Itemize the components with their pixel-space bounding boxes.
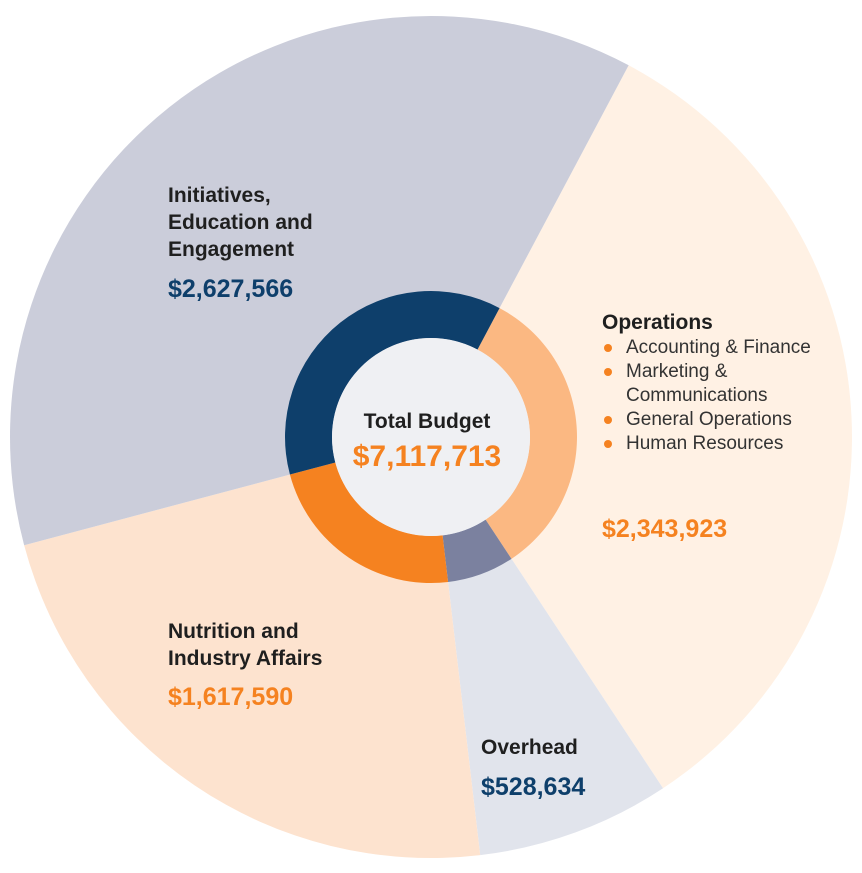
initiatives-name-line-2: Education and	[168, 211, 313, 234]
nutrition-name-line-2: Industry Affairs	[168, 647, 323, 670]
nutrition-name-line-1: Nutrition and	[168, 620, 299, 643]
ring-segment-overhead	[442, 519, 512, 582]
operations-sub-items: Accounting & Finance Marketing & Communi…	[602, 336, 842, 456]
operations-sub-item: Human Resources	[602, 432, 842, 456]
operations-name: Operations	[602, 311, 713, 334]
operations-sub-item: Marketing & Communications	[602, 360, 842, 408]
bullet-icon	[604, 440, 612, 448]
ring-segment-ops	[477, 308, 577, 559]
center-hub	[332, 338, 530, 536]
operations-sub-item: Accounting & Finance	[602, 336, 842, 360]
slice-ops	[431, 65, 852, 789]
outer-slices	[10, 15, 852, 858]
total-budget-value: $7,117,713	[352, 440, 502, 473]
slice-initiatives	[10, 15, 629, 546]
operations-label: Operations	[602, 309, 713, 336]
operations-sub-item-text: Marketing & Communications	[626, 361, 768, 406]
bullet-icon	[604, 344, 612, 352]
operations-sub-item-text: Human Resources	[626, 433, 784, 454]
ring-segment-initiatives	[285, 291, 500, 475]
overhead-name: Overhead	[481, 736, 578, 759]
operations-sub-item-text: Accounting & Finance	[626, 337, 811, 358]
inner-ring-slices	[285, 291, 577, 583]
overhead-label: Overhead	[481, 734, 578, 761]
ring-segment-nutrition	[289, 462, 449, 583]
operations-value: $2,343,923	[602, 515, 728, 543]
nutrition-value: $1,617,590	[168, 683, 294, 711]
initiatives-value: $2,627,566	[168, 275, 294, 303]
bullet-icon	[604, 368, 612, 376]
total-budget-title: Total Budget	[363, 410, 491, 433]
initiatives-name-line-3: Engagement	[168, 238, 295, 261]
nutrition-label: Nutrition and Industry Affairs	[168, 618, 322, 672]
initiatives-label: Initiatives, Education and Engagement	[168, 182, 313, 263]
overhead-value: $528,634	[481, 773, 586, 801]
operations-sub-item-text: General Operations	[626, 409, 792, 430]
operations-sub-item: General Operations	[602, 408, 842, 432]
initiatives-name-line-1: Initiatives,	[168, 184, 271, 207]
bullet-icon	[604, 416, 612, 424]
